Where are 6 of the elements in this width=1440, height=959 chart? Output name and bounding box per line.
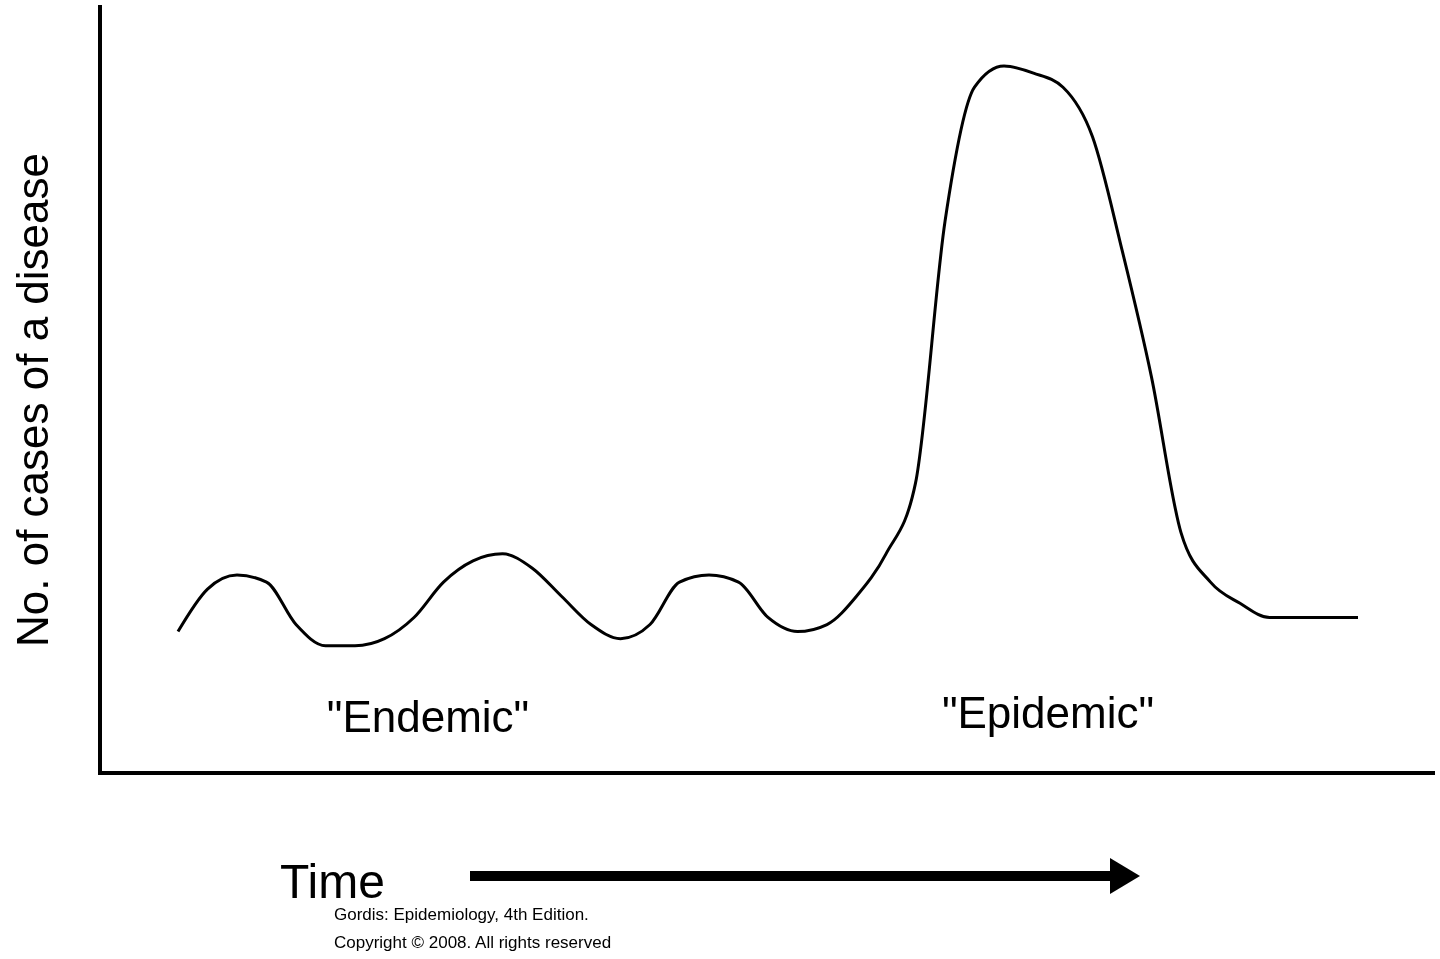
annotation: "Endemic" (326, 692, 530, 741)
y-axis-title: No. of cases of a disease (8, 152, 57, 648)
annotation: "Epidemic" (941, 688, 1155, 737)
text: Copyright © 2008. All rights reserved (334, 933, 612, 952)
x-axis-title: Time (280, 855, 385, 908)
text: Gordis: Epidemiology, 4th Edition. (334, 905, 589, 924)
